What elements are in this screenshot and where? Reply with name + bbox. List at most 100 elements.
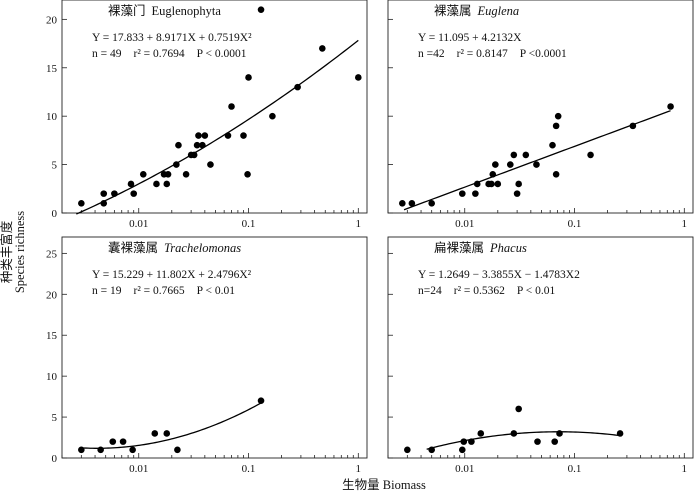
data-point <box>129 446 136 454</box>
panel-title-chinese: 扁裸藻属 <box>434 240 484 255</box>
data-point <box>269 112 276 120</box>
data-point <box>510 430 518 437</box>
data-point <box>195 132 202 139</box>
regression-stats: n = 49 r² = 0.7694 P < 0.0001 <box>92 48 247 60</box>
panel-title-chinese: 裸藻门 <box>108 3 146 18</box>
data-point <box>175 141 182 149</box>
y-tick-label: 10 <box>46 111 58 123</box>
data-point <box>489 170 497 178</box>
data-point <box>616 430 624 437</box>
stat-n: n =42 <box>418 48 445 60</box>
data-point <box>199 141 206 149</box>
data-point <box>629 122 637 130</box>
data-point <box>458 190 466 197</box>
stat-r2: r² = 0.7665 <box>134 285 185 297</box>
regression-stats: n =42 r² = 0.8147 P <0.0001 <box>418 48 567 60</box>
data-point <box>130 190 138 197</box>
y-tick-label: 25 <box>46 248 58 260</box>
data-point <box>244 170 251 178</box>
data-point <box>100 200 108 207</box>
data-point <box>78 200 85 207</box>
data-point <box>190 151 198 159</box>
stat-n: n = 19 <box>92 285 122 297</box>
y-tick-label: 20 <box>46 14 58 26</box>
data-point <box>515 180 522 188</box>
x-tick-label: 0.1 <box>568 463 582 475</box>
data-point <box>97 446 104 454</box>
y-tick-label: 0 <box>52 208 58 220</box>
data-point <box>78 446 85 454</box>
data-point <box>473 180 481 188</box>
fit-curve <box>403 110 671 211</box>
stat-r2: r² = 0.8147 <box>457 48 508 60</box>
data-point <box>111 190 118 197</box>
y-tick-label: 0 <box>52 453 58 465</box>
x-tick-label: 0.01 <box>129 218 148 230</box>
data-point <box>127 180 135 188</box>
y-tick-label: 10 <box>46 371 58 383</box>
y-tick-label: 5 <box>52 412 58 424</box>
data-point <box>552 122 560 130</box>
data-point <box>494 180 502 188</box>
fit-curve <box>426 431 622 450</box>
data-point <box>510 151 518 159</box>
panel-trachelomonas: 0 5 10 15 20 25 0.01 0.1 1 囊裸藻属 Trachelomonas Y = 1… <box>46 236 368 475</box>
data-point <box>173 161 180 168</box>
data-point <box>587 151 594 159</box>
panel-title: 扁裸藻属 Phacus <box>434 240 527 255</box>
data-point <box>492 161 499 168</box>
x-tick-label: 1 <box>682 218 688 230</box>
panel-title: 囊裸藻属 Trachelomonas <box>108 240 241 255</box>
data-point <box>207 161 214 168</box>
data-point <box>515 405 522 413</box>
panel-title-latin: Trachelomonas <box>164 241 241 255</box>
data-point <box>513 190 521 197</box>
fit-curve <box>81 402 262 449</box>
panel-title-chinese: 裸藻属 <box>434 3 472 18</box>
data-point <box>477 430 485 437</box>
data-point <box>151 430 159 437</box>
data-point <box>224 132 232 139</box>
data-point <box>460 438 468 445</box>
regression-equation: Y = 17.833 + 8.9171X + 0.7519X² <box>92 32 252 44</box>
y-axis-label-chinese: 种类丰富度 <box>0 220 14 283</box>
panel-euglena: 0.01 0.1 1 裸藻属 Euglena Y = 11.095 + 4.2132X n … <box>387 0 694 230</box>
data-point <box>257 6 265 13</box>
x-tick-label: 0.1 <box>242 218 256 230</box>
stat-n: n = 49 <box>92 48 122 60</box>
data-point <box>408 200 416 207</box>
stat-p: P < 0.01 <box>517 285 556 297</box>
data-point <box>182 170 190 178</box>
data-point <box>319 45 326 52</box>
data-point <box>257 397 265 405</box>
data-point <box>119 438 127 445</box>
data-point <box>109 438 117 445</box>
data-point <box>240 132 247 139</box>
stat-p: P < 0.01 <box>197 285 236 297</box>
x-tick-label: 0.1 <box>242 463 256 475</box>
stat-r2: r² = 0.5362 <box>454 285 505 297</box>
plot-frame <box>61 0 368 214</box>
stat-r2: r² = 0.7694 <box>134 48 185 60</box>
panel-title: 裸藻门 Euglenophyta <box>108 3 221 18</box>
plot-frame <box>387 0 694 214</box>
data-point <box>552 170 560 178</box>
panel-title: 裸藻属 Euglena <box>434 3 519 18</box>
regression-stats: n = 19 r² = 0.7665 P < 0.01 <box>92 285 235 297</box>
panel-title-latin: Phacus <box>489 241 527 255</box>
y-tick-label: 15 <box>46 63 58 75</box>
plot-frame <box>387 236 694 459</box>
y-tick-label: 20 <box>46 289 58 301</box>
y-tick-label: 15 <box>46 330 58 342</box>
x-tick-label: 1 <box>356 218 362 230</box>
stat-n: n=24 <box>418 285 442 297</box>
data-point <box>355 74 362 81</box>
data-point <box>174 446 181 454</box>
data-point <box>153 180 160 188</box>
data-point <box>554 112 562 120</box>
data-point <box>472 190 479 197</box>
regression-equation: Y = 1.2649 − 3.3855X − 1.4783X2 <box>418 269 580 281</box>
data-point <box>139 170 147 178</box>
data-point <box>428 446 435 454</box>
